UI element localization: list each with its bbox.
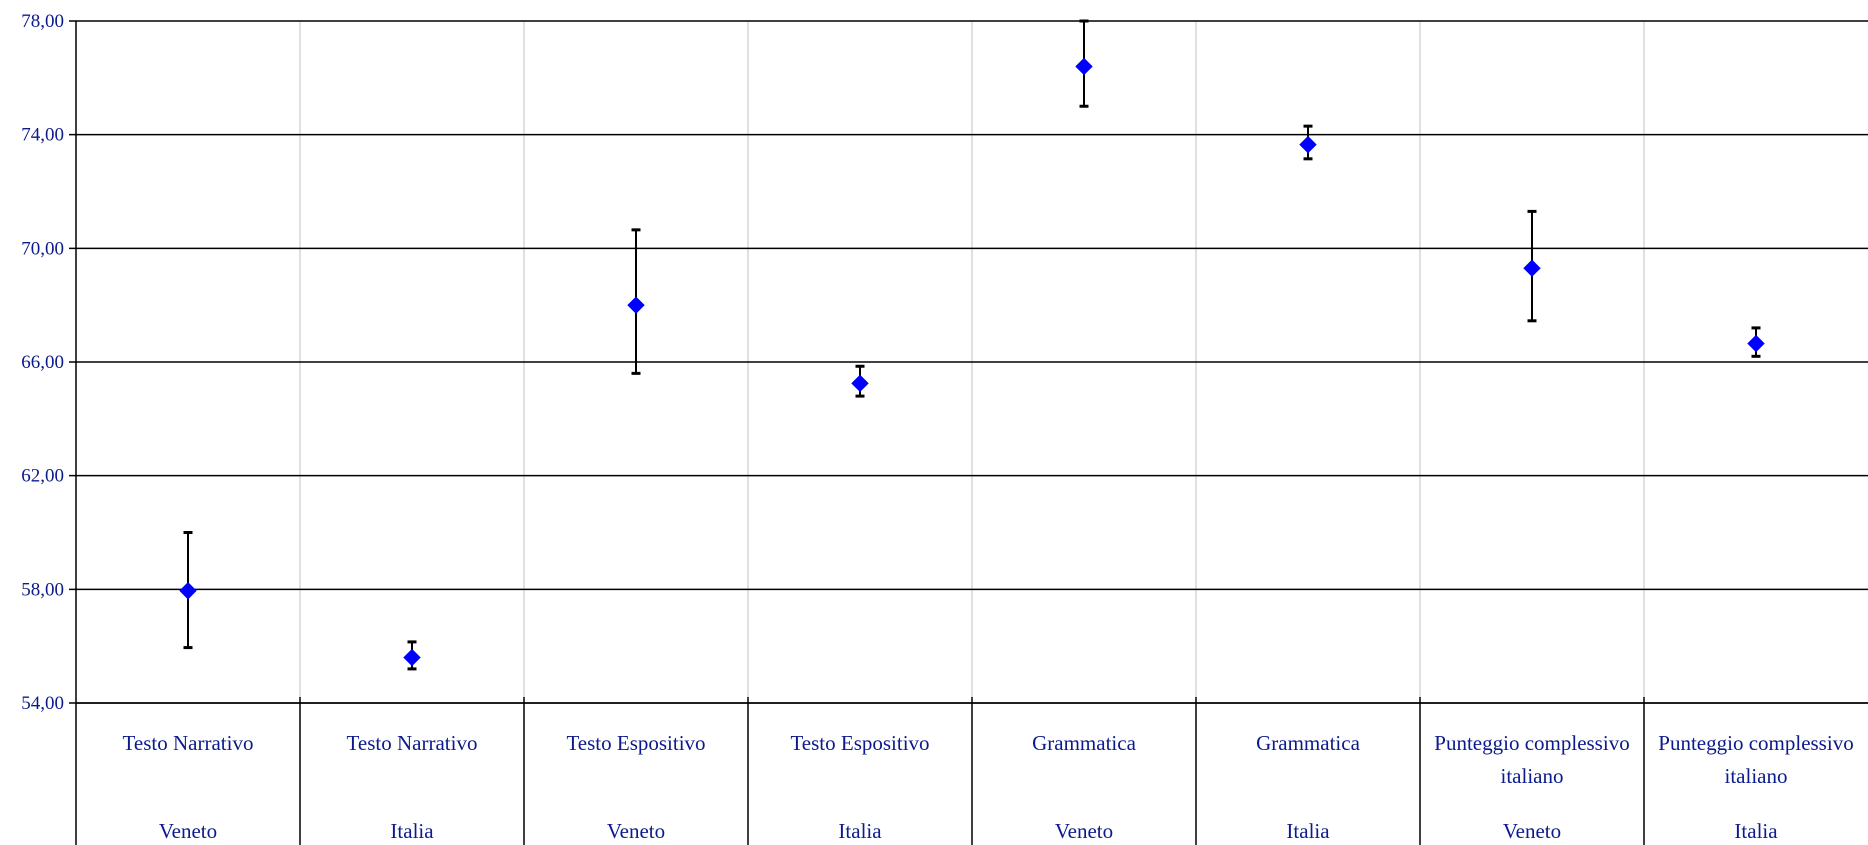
category-label: Testo Narrativo	[123, 731, 254, 755]
y-tick-label: 70,00	[21, 238, 64, 259]
y-tick-label: 66,00	[21, 352, 64, 373]
data-point-marker	[851, 374, 869, 393]
data-point-marker	[1299, 135, 1317, 154]
y-tick-label: 74,00	[21, 125, 64, 146]
category-group-label: Veneto	[1503, 819, 1561, 843]
category-label: Testo Narrativo	[347, 731, 478, 755]
category-label: Testo Espositivo	[566, 731, 705, 755]
y-axis-tick-labels: 54,00 58,00 62,00 66,00 70,00 74,00 78,00	[21, 11, 64, 714]
data-points	[179, 57, 1765, 667]
data-point-marker	[627, 296, 645, 314]
category-label: italiano	[1501, 764, 1564, 788]
category-group-label: Veneto	[607, 819, 665, 843]
data-point-marker	[179, 582, 197, 600]
category-group-label: Italia	[390, 819, 434, 843]
category-label: Grammatica	[1256, 731, 1360, 755]
category-label: Punteggio complessivo	[1658, 731, 1853, 755]
category-label: Grammatica	[1032, 731, 1136, 755]
category-label: italiano	[1725, 764, 1788, 788]
data-point-marker	[1747, 334, 1765, 353]
category-label: Testo Espositivo	[790, 731, 929, 755]
y-tick-label: 58,00	[21, 579, 64, 600]
category-group-label: Italia	[1734, 819, 1778, 843]
data-point-marker	[1523, 259, 1541, 277]
x-axis-category-labels: Testo Narrativo Veneto Testo Narrativo Ital…	[123, 731, 1854, 843]
category-group-label: Italia	[1286, 819, 1330, 843]
horizontal-gridlines	[69, 20, 1868, 704]
category-group-label: Italia	[838, 819, 882, 843]
category-group-label: Veneto	[159, 819, 217, 843]
category-label: Punteggio complessivo	[1434, 731, 1629, 755]
axes	[75, 21, 1868, 845]
y-tick-label: 78,00	[21, 11, 64, 32]
category-group-label: Veneto	[1055, 819, 1113, 843]
data-point-marker	[1075, 57, 1093, 76]
y-tick-label: 62,00	[21, 466, 64, 487]
y-tick-label: 54,00	[21, 693, 64, 714]
data-point-marker	[403, 648, 421, 667]
